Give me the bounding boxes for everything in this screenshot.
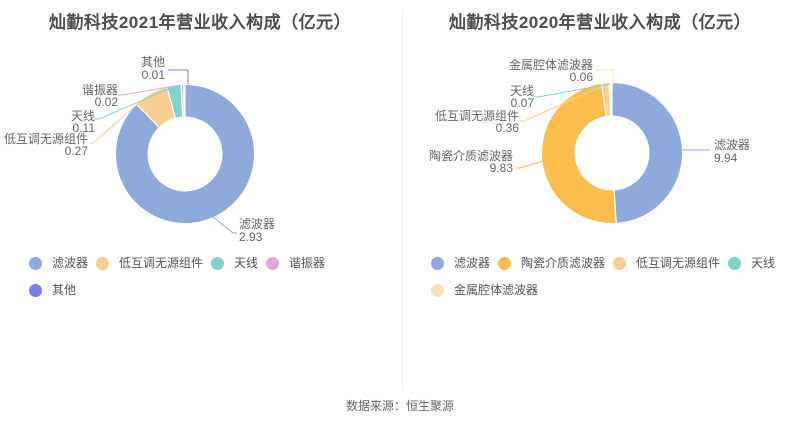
legend-item-label: 滤波器	[52, 256, 89, 270]
slice-label-name: 低互调无源组件	[4, 132, 88, 146]
label-line	[516, 160, 544, 169]
legend-item-label: 陶瓷介质滤波器	[521, 256, 606, 270]
label-line	[211, 215, 237, 234]
slice-separator	[613, 189, 617, 224]
label-line	[118, 84, 182, 96]
legend-dot-icon	[29, 256, 42, 270]
legend-item[interactable]: 滤波器	[431, 256, 490, 270]
pie-slice[interactable]	[612, 83, 683, 223]
label-line	[596, 69, 614, 84]
legend-item[interactable]: 滤波器	[29, 256, 88, 270]
legend-item[interactable]: 低互调无源组件	[613, 256, 720, 270]
chart-title-2021: 灿勤科技2021年营业收入构成（亿元）	[48, 13, 352, 32]
slice-separator	[610, 82, 612, 117]
slice-label-value: 9.83	[490, 161, 514, 175]
slice-separator	[183, 84, 185, 118]
legend-dot-icon	[613, 256, 627, 270]
legend-item-label: 滤波器	[454, 256, 491, 270]
slice-label-value: 9.94	[714, 151, 738, 165]
label-line	[534, 83, 611, 98]
label-line	[520, 84, 606, 122]
slice-label-value: 0.02	[95, 95, 119, 109]
legend-item-label: 天线	[234, 256, 259, 270]
pie-slice[interactable]	[167, 85, 183, 118]
pie-slice[interactable]	[541, 83, 617, 223]
slice-label-name: 滤波器	[714, 138, 750, 152]
label-line	[89, 100, 142, 144]
legend-2021: 滤波器 低互调无源组件 天线 谐振器其他	[29, 256, 369, 297]
legend-item[interactable]: 低互调无源组件	[96, 256, 203, 270]
slice-label-name: 天线	[510, 84, 534, 98]
slice-label-value: 0.36	[496, 121, 520, 135]
slice-separator	[136, 103, 160, 128]
panel-divider	[402, 10, 403, 390]
pie-slice[interactable]	[601, 83, 611, 116]
legend-item[interactable]: 天线	[728, 256, 775, 270]
slice-label-value: 0.27	[65, 144, 89, 158]
legend-item-label: 天线	[751, 256, 776, 270]
legend-item-label: 其他	[52, 283, 77, 297]
legend-item[interactable]: 陶瓷介质滤波器	[498, 256, 605, 270]
legend-item[interactable]: 谐振器	[266, 256, 325, 270]
slice-label-value: 0.06	[570, 70, 594, 84]
pie-slice[interactable]	[136, 87, 176, 128]
legend-dot-icon	[431, 256, 444, 270]
legend-item[interactable]: 其他	[29, 283, 76, 297]
slice-label-name: 陶瓷介质滤波器	[429, 148, 513, 163]
legend-item-label: 低互调无源组件	[119, 256, 204, 270]
slice-separator	[600, 83, 608, 117]
legend-dot-icon	[266, 256, 280, 270]
slice-label-name: 谐振器	[82, 83, 118, 97]
legend-dot-icon	[498, 256, 512, 270]
label-line	[168, 69, 189, 84]
legend-item-label: 低互调无源组件	[636, 256, 721, 270]
slice-separator	[166, 86, 176, 119]
legend-dot-icon	[211, 256, 225, 270]
legend-dot-icon	[29, 283, 42, 297]
data-source-note: 数据来源：恒生聚源	[345, 399, 454, 413]
slice-label-value: 0.07	[511, 96, 535, 110]
slice-separator	[180, 84, 184, 118]
legend-item[interactable]: 天线	[211, 256, 258, 270]
slice-label-value: 0.11	[73, 121, 96, 135]
legend-item-label: 金属腔体滤波器	[454, 283, 539, 297]
legend-item[interactable]: 金属腔体滤波器	[431, 283, 538, 297]
slice-label-name: 其他	[141, 55, 165, 69]
slice-label-name: 天线	[71, 109, 95, 123]
slice-label-value: 0.01	[142, 68, 166, 82]
legend-item-label: 谐振器	[289, 256, 326, 270]
chart-title-2020: 灿勤科技2020年营业收入构成（亿元）	[448, 13, 752, 32]
legend-2020: 滤波器 陶瓷介质滤波器 低互调无源组件 天线金属腔体滤波器	[431, 256, 799, 297]
legend-dot-icon	[431, 283, 444, 297]
label-line	[95, 86, 174, 120]
pie-slice[interactable]	[116, 85, 255, 223]
legend-dot-icon	[96, 256, 110, 270]
slice-label-value: 2.93	[239, 230, 263, 244]
slice-label-name: 滤波器	[239, 217, 275, 231]
slice-label-name: 金属腔体滤波器	[509, 57, 593, 72]
legend-dot-icon	[728, 256, 742, 270]
slice-separator	[608, 82, 612, 117]
slice-label-name: 低互调无源组件	[435, 109, 519, 123]
